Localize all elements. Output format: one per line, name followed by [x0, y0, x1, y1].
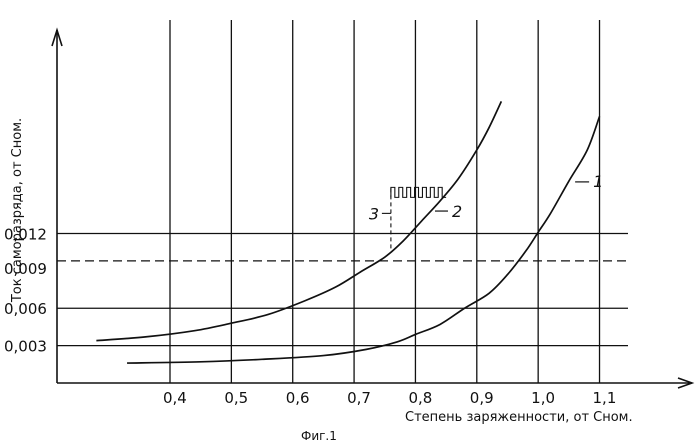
annotation-3-square-wave [391, 187, 446, 197]
x-tick-label: 1,0 [531, 389, 555, 407]
x-tick-label: 0,8 [408, 389, 432, 407]
series-line-1 [127, 116, 599, 363]
x-tick-label: 0,7 [347, 389, 371, 407]
annotation-3-label: 3 [369, 204, 379, 223]
y-dashed-level-label: 0,009 [4, 260, 47, 278]
series-2-label: 2 [452, 202, 462, 221]
x-tick-label: 0,6 [286, 389, 310, 407]
x-tick-label: 1,1 [593, 389, 617, 407]
x-tick-label: 0,5 [224, 389, 248, 407]
series-line-2 [96, 101, 501, 340]
x-axis-label: Степень заряженности, от Сном. [405, 410, 633, 425]
x-tick-label: 0,4 [163, 389, 187, 407]
x-tick-label: 0,9 [470, 389, 494, 407]
figure-caption: Фиг.1 [301, 429, 337, 442]
y-tick-label: 0,003 [4, 338, 47, 356]
series-1-label: 1 [593, 172, 603, 191]
